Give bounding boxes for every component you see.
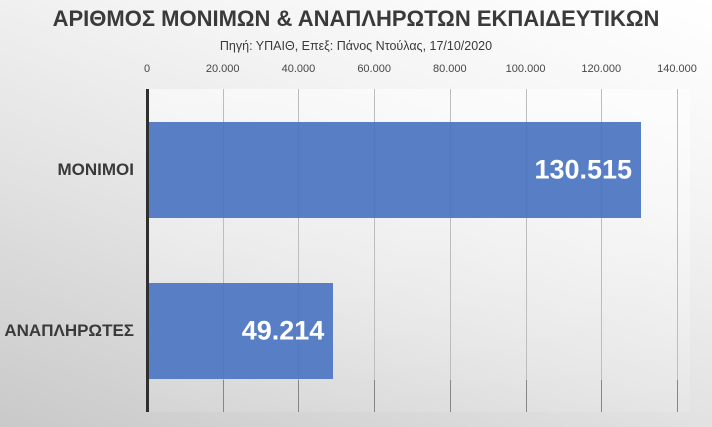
x-axis-tick-label: 80.000: [433, 63, 467, 75]
axis-tick-mark: [677, 380, 678, 412]
chart-title: ΑΡΙΘΜΟΣ ΜΟΝΙΜΩΝ & ΑΝΑΠΛΗΡΩΤΩΝ ΕΚΠΑΙΔΕΥΤΙ…: [52, 6, 660, 31]
chart-subtitle: Πηγή: ΥΠΑΙΘ, Επεξ: Πάνος Ντούλας, 17/10/…: [219, 39, 493, 53]
bar-data-label: 49.214: [241, 315, 325, 346]
gridline: [601, 89, 603, 412]
axis-tick-mark: [298, 380, 300, 412]
axis-tick-mark: [449, 380, 451, 412]
axis-tick-mark: [222, 380, 224, 412]
bar-series-1: [147, 121, 642, 218]
x-axis-tick-label: 20.000: [205, 63, 240, 75]
bar-series-2: [147, 283, 334, 380]
bar-data-label: 130.515: [534, 154, 633, 185]
axis-tick-mark: [525, 380, 527, 412]
gridline: [525, 89, 527, 412]
plot-area: 130.515 49.214: [146, 89, 690, 412]
x-axis-tick-label: 0: [143, 63, 151, 75]
gridline: [677, 89, 678, 412]
gridline-overlay: [298, 89, 300, 412]
gridline: [222, 89, 224, 412]
x-axis-tick-label: 100.000: [505, 63, 546, 75]
gridline: [449, 89, 451, 412]
gridline: [374, 89, 376, 412]
gridline-overlay: [601, 89, 603, 412]
category-axis-label: ΜΟΝΙΜΟΙ: [57, 159, 135, 179]
gridline-overlay: [222, 89, 224, 412]
category-axis-label: ΑΝΑΠΛΗΡΩΤΕΣ: [4, 321, 134, 341]
x-axis-tick-label: 40.000: [281, 63, 316, 75]
category-axis-line: [146, 89, 149, 412]
axis-tick-mark: [374, 380, 376, 412]
gridline-overlay: [374, 89, 376, 412]
x-axis-tick-label: 60.000: [357, 63, 391, 75]
gridline-overlay: [677, 89, 678, 412]
gridline-overlay: [449, 89, 451, 412]
x-axis-tick-label: 120.000: [581, 63, 622, 75]
axis-tick-mark: [601, 380, 603, 412]
gridline: [298, 89, 300, 412]
x-axis-tick-label: 140.000: [657, 63, 697, 75]
gridline-overlay: [525, 89, 527, 412]
